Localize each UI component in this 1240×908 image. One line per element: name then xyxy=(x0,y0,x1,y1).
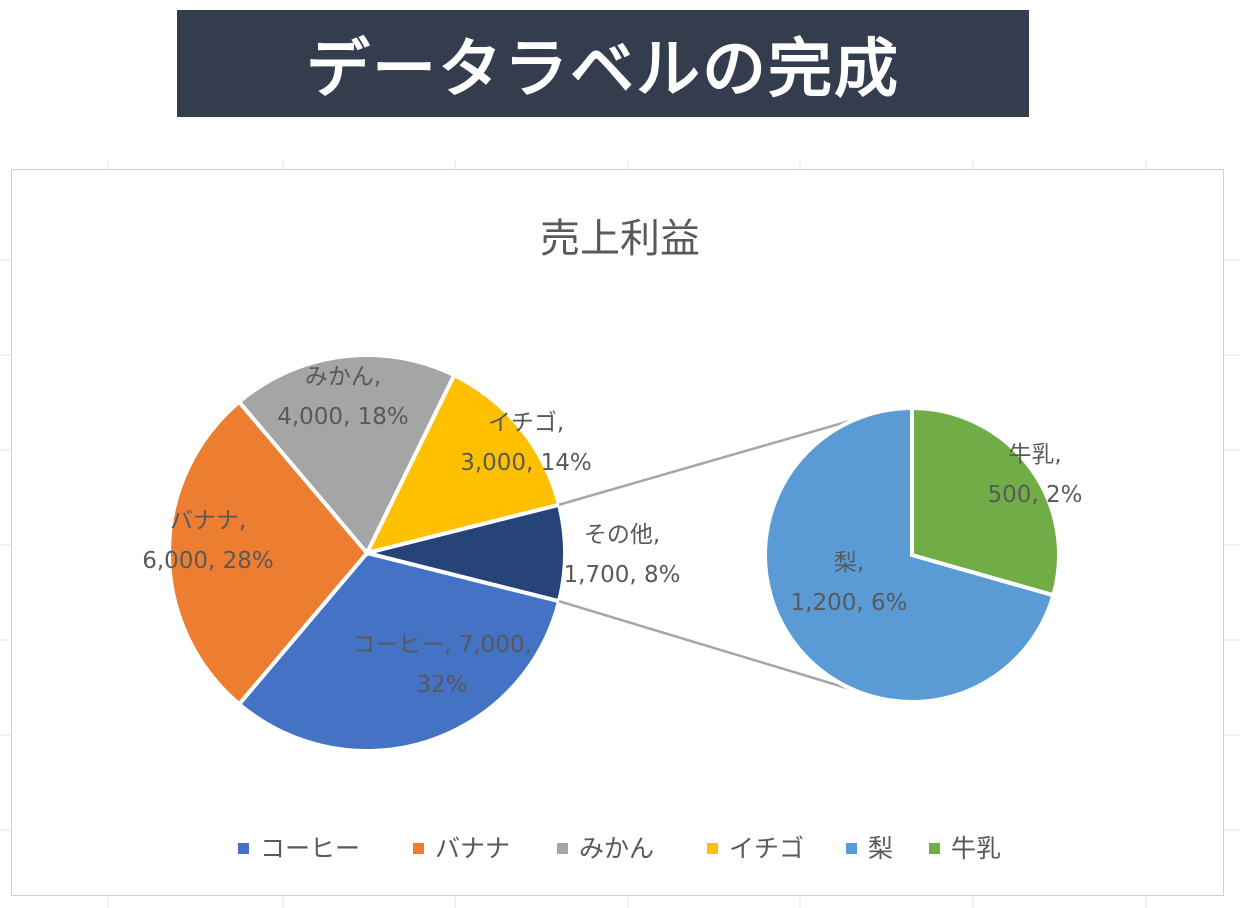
data-label-main-4-line-1: 1,700, 8% xyxy=(564,562,681,588)
legend: コーヒー バナナ みかん イチゴ 梨 牛乳 xyxy=(238,834,1001,863)
secondary-slice-1[interactable] xyxy=(910,405,1062,598)
legend-swatch-1 xyxy=(413,843,424,854)
legend-label-1: バナナ xyxy=(435,834,510,863)
data-label-secondary-0-line-1: 1,200, 6% xyxy=(791,590,908,616)
legend-swatch-0 xyxy=(238,843,249,854)
legend-label-0: コーヒー xyxy=(260,834,360,863)
main-pie xyxy=(167,353,567,753)
data-label-main-3-line-1: 3,000, 14% xyxy=(460,450,592,476)
legend-label-5: 牛乳 xyxy=(951,834,1001,863)
legend-swatch-4 xyxy=(846,843,857,854)
data-label-main-3-line-0: イチゴ, xyxy=(488,410,564,436)
chart-title: 売上利益 xyxy=(540,216,700,262)
data-label-main-4-line-0: その他, xyxy=(584,522,660,548)
data-label-main-1-line-0: バナナ, xyxy=(170,508,246,534)
legend-swatch-3 xyxy=(707,843,718,854)
data-label-main-2-line-0: みかん, xyxy=(305,364,381,390)
main-slice-3[interactable] xyxy=(363,372,562,556)
data-labels: コーヒー, 7,000, 32% バナナ, 6,000, 28% みかん, 4,000, … xyxy=(142,364,1082,698)
data-label-main-2-line-1: 4,000, 18% xyxy=(277,404,409,430)
main-slice-2[interactable] xyxy=(236,353,457,557)
legend-swatch-2 xyxy=(557,843,568,854)
secondary-pie xyxy=(763,405,1062,704)
connector-lines xyxy=(558,416,861,694)
main-slice-0[interactable] xyxy=(236,550,562,753)
data-label-secondary-0-line-0: 梨, xyxy=(834,550,864,576)
page-banner-title: データラベルの完成 xyxy=(177,10,1029,117)
connector-upper xyxy=(558,416,861,506)
main-slice-1[interactable] xyxy=(167,399,370,707)
secondary-slice-0[interactable] xyxy=(763,405,1056,704)
data-label-secondary-1-line-1: 500, 2% xyxy=(987,482,1082,508)
legend-swatch-5 xyxy=(929,843,940,854)
data-label-main-0-line-1: 32% xyxy=(416,672,467,698)
data-label-secondary-1-line-0: 牛乳, xyxy=(1008,442,1061,468)
legend-label-4: 梨 xyxy=(868,834,893,863)
legend-label-2: みかん xyxy=(579,834,654,863)
legend-label-3: イチゴ xyxy=(729,834,804,863)
data-label-main-0-line-0: コーヒー, 7,000, xyxy=(352,632,532,658)
connector-lower xyxy=(558,600,861,694)
data-label-main-1-line-1: 6,000, 28% xyxy=(142,548,274,574)
